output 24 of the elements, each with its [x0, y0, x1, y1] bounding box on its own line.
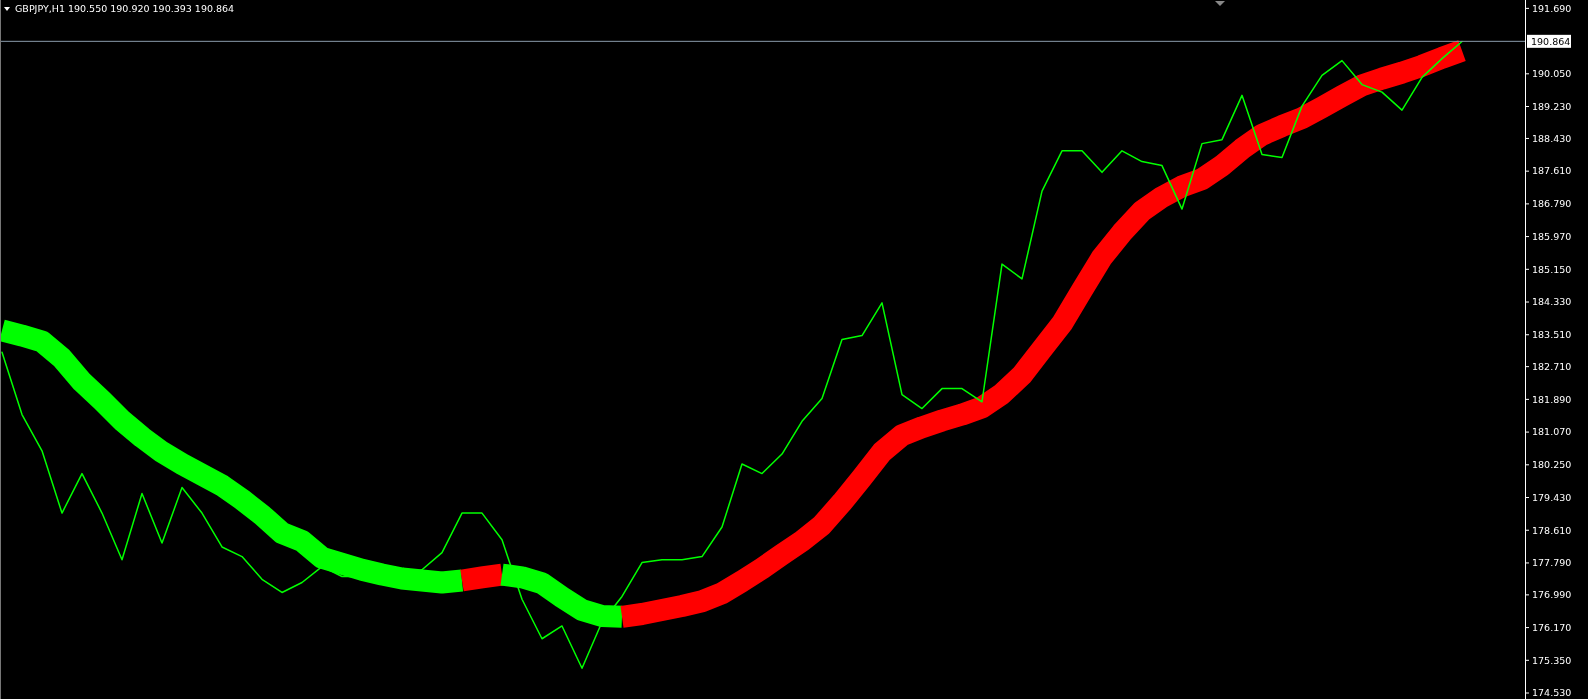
- y-tick-label: 181.890: [1532, 393, 1572, 405]
- y-tick-label: 187.610: [1532, 165, 1572, 177]
- y-tick-label: 176.990: [1532, 589, 1572, 601]
- y-tick-label: 191.690: [1532, 2, 1572, 14]
- y-tick-label: 180.250: [1532, 459, 1572, 471]
- y-tick-label: 186.790: [1532, 198, 1572, 210]
- y-tick-label: 178.610: [1532, 524, 1572, 536]
- y-tick-label: 174.530: [1532, 687, 1572, 699]
- y-tick-label: 179.430: [1532, 491, 1572, 503]
- y-tick-label: 176.170: [1532, 621, 1572, 633]
- y-tick-label: 188.430: [1532, 132, 1572, 144]
- y-tick-label: 183.510: [1532, 329, 1572, 341]
- y-tick-label: 189.230: [1532, 100, 1572, 112]
- y-tick-label: 185.970: [1532, 230, 1572, 242]
- line-series: [1, 40, 1463, 670]
- chart-title: GBPJPY,H1 190.550 190.920 190.393 190.864: [15, 3, 235, 15]
- ref-line-label: 190.864: [1531, 35, 1571, 47]
- y-tick-label: 177.790: [1532, 557, 1572, 569]
- y-tick-label: 185.150: [1532, 263, 1572, 275]
- y-tick-label: 182.710: [1532, 360, 1572, 372]
- y-tick-label: 181.070: [1532, 426, 1572, 438]
- y-tick-label: 184.330: [1532, 296, 1572, 308]
- y-tick-label: 175.350: [1532, 654, 1572, 666]
- y-tick-label: 190.050: [1532, 68, 1572, 80]
